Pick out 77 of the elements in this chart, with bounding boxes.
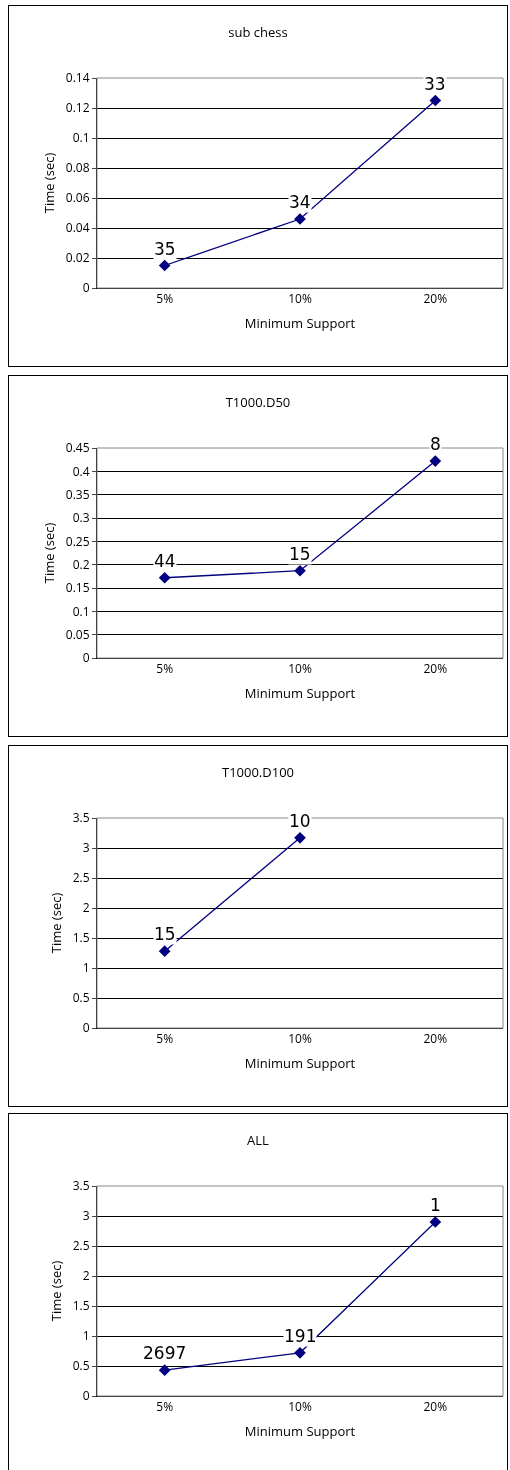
- x-tick-label: 20%: [423, 660, 448, 678]
- y-tick-label: 0.2: [72, 555, 90, 573]
- x-tick-label: 5%: [156, 1398, 174, 1416]
- y-tick-label: 0.02: [65, 249, 90, 267]
- y-tick-label: 0: [82, 1387, 90, 1405]
- y-tick-label: 0.12: [65, 99, 90, 117]
- y-tick-label: 0.1: [72, 129, 90, 147]
- y-tick-label: 0.5: [72, 989, 90, 1007]
- y-tick-label: 0: [82, 1019, 90, 1037]
- x-tick-label: 20%: [423, 1398, 448, 1416]
- y-tick-label: 0.04: [65, 219, 90, 237]
- y-tick-label: 1: [82, 1327, 90, 1345]
- y-tick-label: 0.14: [65, 69, 90, 87]
- y-tick-label: 0: [82, 649, 90, 667]
- x-tick-label: 20%: [423, 290, 448, 308]
- y-tick-label: 3.5: [72, 1177, 90, 1195]
- x-tick-label: 5%: [156, 290, 174, 308]
- chart-title: T1000.D50: [225, 392, 291, 411]
- y-tick-label: 1: [82, 959, 90, 977]
- point: [158, 571, 171, 584]
- point: [294, 1346, 306, 1359]
- y-tick-label: 0.4: [72, 462, 90, 480]
- y-tick-label: 1.5: [72, 1297, 90, 1315]
- x-axis-title: Minimum Support: [244, 1422, 356, 1440]
- x-tick-label: 10%: [288, 1398, 312, 1416]
- point: [429, 1216, 442, 1228]
- y-tick-label: 0.05: [65, 625, 90, 643]
- x-tick-label: 20%: [423, 1030, 448, 1048]
- point: [429, 455, 442, 467]
- annotation: 2697: [143, 1343, 187, 1363]
- x-tick-label: 10%: [288, 290, 312, 308]
- y-tick-label: 0: [82, 279, 90, 297]
- x-tick-label: 5%: [156, 660, 174, 678]
- point: [158, 1364, 171, 1377]
- y-tick-label: 0.45: [65, 439, 90, 457]
- point: [158, 259, 171, 272]
- annotation: 33: [424, 74, 446, 94]
- x-axis-title: Minimum Support: [244, 684, 356, 702]
- y-tick-label: 0.25: [65, 532, 90, 550]
- y-axis-title: Time (sec): [46, 892, 65, 954]
- y-tick-label: 2: [82, 1267, 90, 1285]
- annotation: 15: [154, 924, 176, 944]
- chart-title: T1000.D100: [221, 762, 295, 781]
- y-tick-label: 0.06: [65, 189, 90, 207]
- y-axis-title: Time (sec): [39, 522, 58, 584]
- annotation: 35: [154, 239, 176, 259]
- y-tick-label: 0.08: [65, 159, 90, 177]
- y-axis-title: Time (sec): [46, 1260, 65, 1322]
- x-axis-title: Minimum Support: [244, 1054, 356, 1072]
- y-tick-label: 3: [82, 839, 90, 857]
- y-axis-title: Time (sec): [39, 152, 58, 214]
- x-tick-label: 10%: [288, 1030, 312, 1048]
- y-tick-label: 2: [82, 899, 90, 917]
- annotation: 15: [289, 544, 311, 564]
- y-tick-label: 3.5: [72, 809, 90, 827]
- y-tick-label: 0.1: [72, 602, 90, 620]
- annotation: 8: [430, 434, 441, 454]
- x-tick-label: 5%: [156, 1030, 174, 1048]
- y-tick-label: 0.5: [72, 1357, 90, 1375]
- annotation: 191: [284, 1326, 317, 1346]
- chart-title: ALL: [247, 1130, 270, 1149]
- y-tick-label: 0.35: [65, 485, 90, 503]
- x-axis-title: Minimum Support: [244, 314, 356, 332]
- y-tick-label: 2.5: [72, 1237, 90, 1255]
- y-tick-label: 3: [82, 1207, 90, 1225]
- annotation: 44: [154, 551, 176, 571]
- y-tick-label: 1.5: [72, 929, 90, 947]
- annotation: 34: [289, 192, 311, 212]
- y-tick-label: 2.5: [72, 869, 90, 887]
- point: [429, 94, 442, 107]
- chart-title: sub chess: [228, 22, 288, 41]
- point: [294, 564, 306, 577]
- annotation: 10: [289, 811, 311, 831]
- annotation: 1: [430, 1195, 441, 1215]
- y-tick-label: 0.15: [65, 579, 90, 597]
- y-tick-label: 0.3: [72, 509, 90, 527]
- x-tick-label: 10%: [288, 660, 312, 678]
